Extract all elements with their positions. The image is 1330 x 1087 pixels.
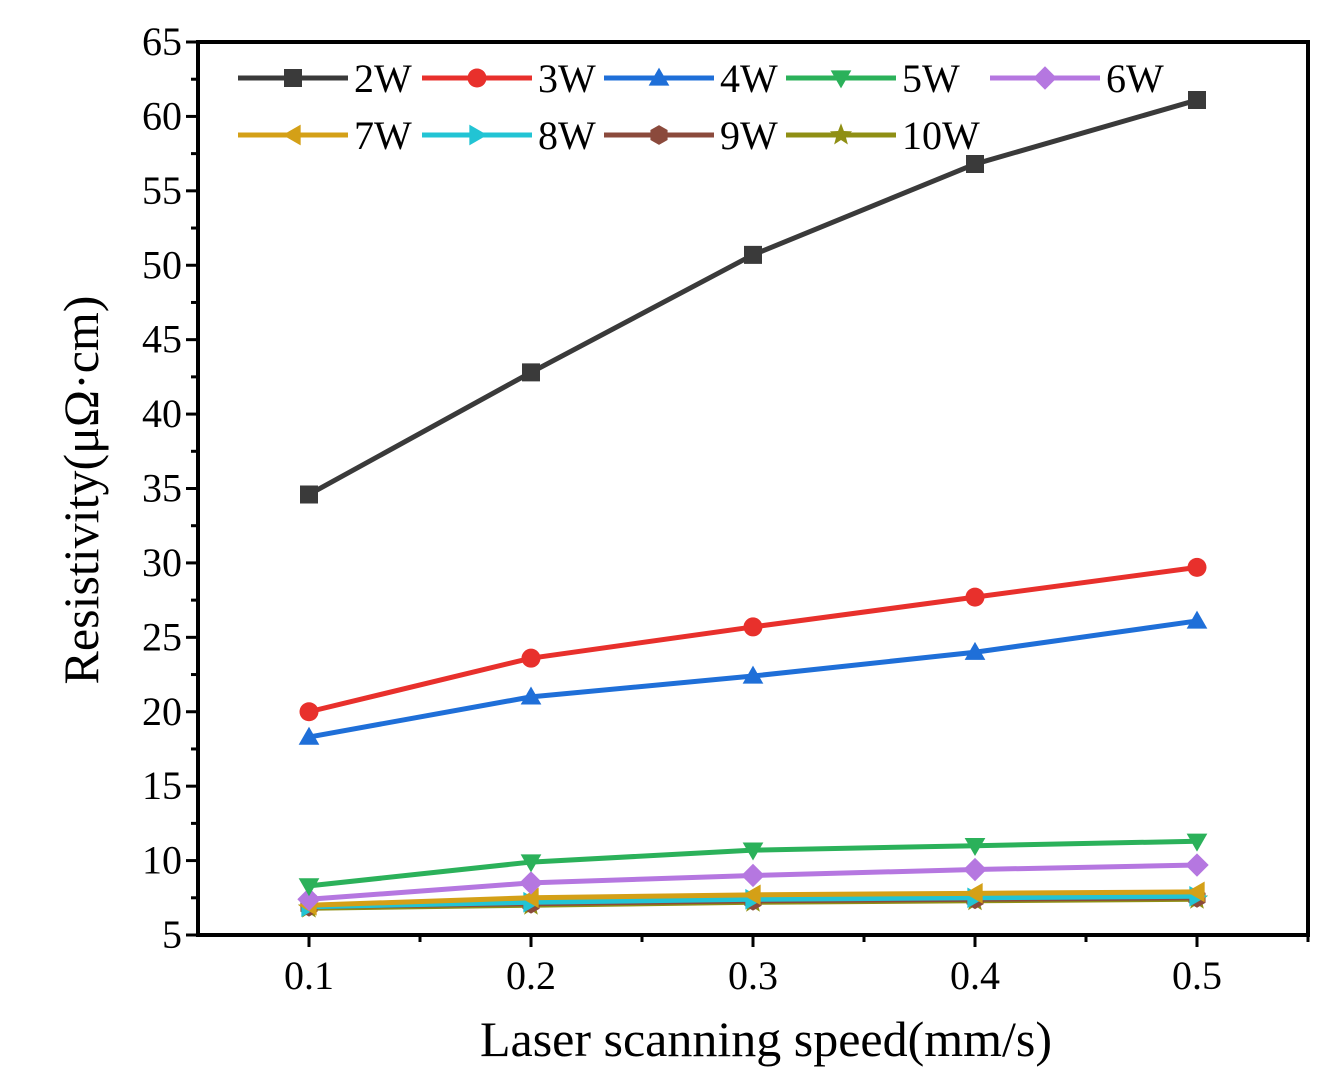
legend-item-2W: 2W — [238, 56, 412, 101]
data-point-6W-0.5 — [1185, 853, 1209, 877]
data-point-4W-0.5 — [1186, 610, 1208, 629]
data-point-5W-0.2 — [520, 854, 542, 873]
legend-label-6W: 6W — [1106, 56, 1164, 101]
data-point-5W-0.4 — [964, 838, 986, 857]
legend-marker-6W — [1033, 66, 1057, 90]
legend-label-9W: 9W — [720, 113, 778, 158]
data-point-4W-0.4 — [964, 641, 986, 660]
legend-marker-4W — [648, 67, 670, 86]
data-point-7W-0.2 — [520, 887, 539, 909]
y-axis-title: Resistivity(μΩ·cm) — [53, 296, 109, 685]
y-tick-label: 60 — [142, 93, 182, 138]
axes-layer: 5 10 15 20 25 30 35 40 45 50 55 60 65 0.1 0.2 0.3 0.4 0.5 — [142, 19, 1310, 998]
y-tick-label: 30 — [142, 540, 182, 585]
legend-label-5W: 5W — [902, 56, 960, 101]
legend-label-4W: 4W — [720, 56, 778, 101]
legend-marker-8W — [469, 124, 488, 146]
data-point-3W-0.4 — [965, 587, 985, 607]
data-point-7W-0.3 — [742, 884, 761, 906]
legend-marker-10W — [829, 123, 853, 145]
data-point-3W-0.1 — [299, 702, 319, 722]
data-point-6W-0.3 — [741, 863, 765, 888]
y-tick-label: 10 — [142, 838, 182, 883]
legend-item-7W: 7W — [238, 113, 412, 158]
legend-marker-9W — [650, 125, 668, 145]
data-point-3W-0.3 — [743, 617, 763, 637]
series-5W — [298, 833, 1208, 897]
legend-label-10W: 10W — [902, 113, 980, 158]
data-point-4W-0.1 — [298, 726, 320, 745]
legend-item-10W: 10W — [786, 113, 980, 158]
legend: 2W 3W 4W 5W 6W 7W 8W 9W 10W — [238, 56, 1164, 158]
x-tick-label: 0.1 — [284, 953, 334, 998]
x-tick-label: 0.2 — [506, 953, 556, 998]
y-tick-label: 65 — [142, 19, 182, 64]
y-tick-label: 5 — [162, 912, 182, 957]
data-point-7W-0.4 — [964, 882, 983, 904]
data-point-3W-0.2 — [521, 648, 541, 668]
legend-item-9W: 9W — [604, 113, 778, 158]
data-point-5W-0.5 — [1186, 833, 1208, 852]
legend-marker-3W — [467, 68, 487, 88]
y-tick-label: 15 — [142, 763, 182, 808]
y-tick-label: 40 — [142, 391, 182, 436]
data-point-4W-0.2 — [520, 686, 542, 705]
series-2W — [300, 91, 1206, 504]
data-point-2W-0.5 — [1188, 91, 1206, 110]
data-point-6W-0.4 — [963, 857, 987, 882]
data-point-7W-0.5 — [1186, 881, 1205, 903]
data-point-3W-0.5 — [1187, 557, 1207, 577]
data-point-6W-0.1 — [297, 887, 321, 911]
y-tick-label: 25 — [142, 614, 182, 659]
data-point-4W-0.3 — [742, 665, 764, 684]
series-layer — [297, 91, 1209, 918]
legend-label-8W: 8W — [538, 113, 596, 158]
series-3W — [299, 557, 1207, 722]
data-point-5W-0.1 — [298, 878, 320, 897]
legend-item-8W: 8W — [422, 113, 596, 158]
data-point-2W-0.3 — [744, 245, 762, 264]
x-tick-label: 0.4 — [950, 953, 1000, 998]
y-tick-label: 55 — [142, 168, 182, 213]
series-4W — [298, 610, 1208, 745]
x-axis-title: Laser scanning speed(mm/s) — [480, 1011, 1052, 1067]
data-point-2W-0.4 — [966, 155, 984, 174]
legend-label-2W: 2W — [354, 56, 412, 101]
legend-label-3W: 3W — [538, 56, 596, 101]
series-6W — [297, 853, 1209, 911]
legend-marker-7W — [282, 124, 301, 146]
y-tick-label: 35 — [142, 466, 182, 511]
legend-item-5W: 5W — [786, 56, 960, 101]
y-tick-label: 20 — [142, 689, 182, 734]
data-point-5W-0.3 — [742, 842, 764, 861]
legend-label-7W: 7W — [354, 113, 412, 158]
legend-marker-2W — [284, 69, 302, 87]
y-tick-label: 50 — [142, 242, 182, 287]
legend-item-6W: 6W — [990, 56, 1164, 101]
x-tick-label: 0.5 — [1172, 953, 1222, 998]
data-point-6W-0.2 — [519, 871, 543, 895]
y-tick-label: 45 — [142, 317, 182, 362]
legend-marker-5W — [830, 70, 852, 89]
x-tick-label: 0.3 — [728, 953, 778, 998]
data-point-2W-0.1 — [300, 485, 318, 504]
data-point-2W-0.2 — [522, 363, 540, 382]
legend-item-3W: 3W — [422, 56, 596, 101]
legend-item-4W: 4W — [604, 56, 778, 101]
series-7W — [298, 881, 1205, 916]
